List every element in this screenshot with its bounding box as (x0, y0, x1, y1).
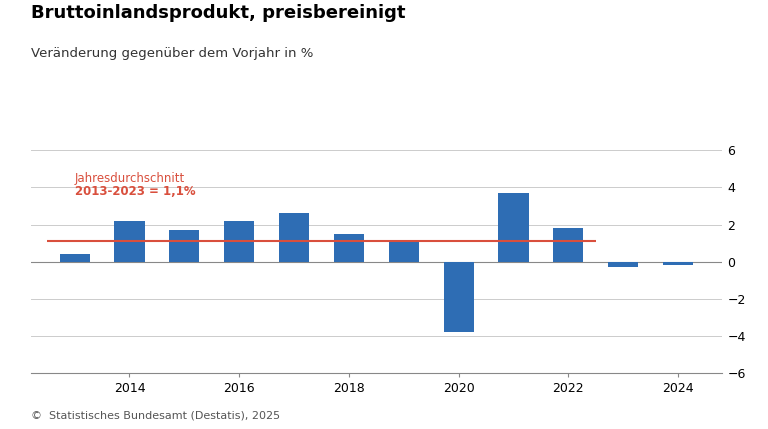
Bar (279, 213, 309, 262)
Bar (608, 262, 638, 267)
Bar (663, 262, 693, 266)
Bar (224, 221, 254, 262)
Bar (334, 234, 364, 262)
Bar (498, 193, 528, 262)
Bar (114, 221, 144, 262)
Bar (59, 254, 90, 262)
Text: 2013-2023 = 1,1%: 2013-2023 = 1,1% (74, 185, 195, 199)
Bar (389, 241, 419, 262)
Text: Veränderung gegenüber dem Vorjahr in %: Veränderung gegenüber dem Vorjahr in % (31, 47, 313, 60)
Bar (553, 228, 584, 262)
Text: Jahresdurchschnitt: Jahresdurchschnitt (74, 172, 185, 185)
Bar (443, 262, 474, 332)
Text: Bruttoinlandsprodukt, preisbereinigt: Bruttoinlandsprodukt, preisbereinigt (31, 4, 406, 22)
Bar (169, 230, 200, 262)
Text: ©  Statistisches Bundesamt (Destatis), 2025: © Statistisches Bundesamt (Destatis), 20… (31, 411, 280, 420)
